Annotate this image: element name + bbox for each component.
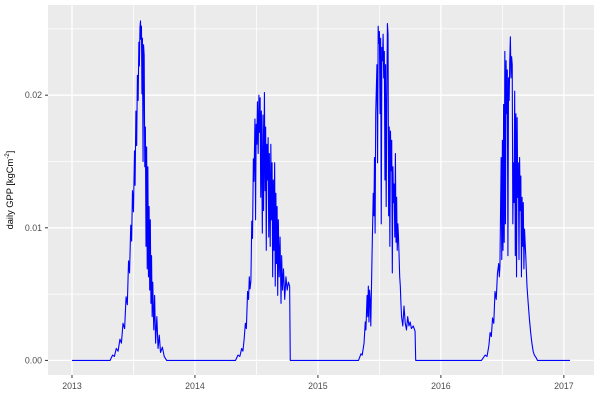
x-axis-tick-label: 2013 (62, 381, 82, 391)
y-axis-tick-label: 0.01 (25, 223, 42, 233)
x-axis-tick-label: 2014 (185, 381, 205, 391)
x-axis-tick-label: 2017 (554, 381, 574, 391)
gpp-line (71, 20, 571, 361)
y-axis-tick-label: 0.00 (25, 355, 42, 365)
x-axis-tick-label: 2016 (431, 381, 451, 391)
y-axis-title: daily GPP [kgCm-2] (4, 151, 15, 230)
x-axis-tick-label: 2015 (308, 381, 328, 391)
y-axis-tick-label: 0.02 (25, 90, 42, 100)
